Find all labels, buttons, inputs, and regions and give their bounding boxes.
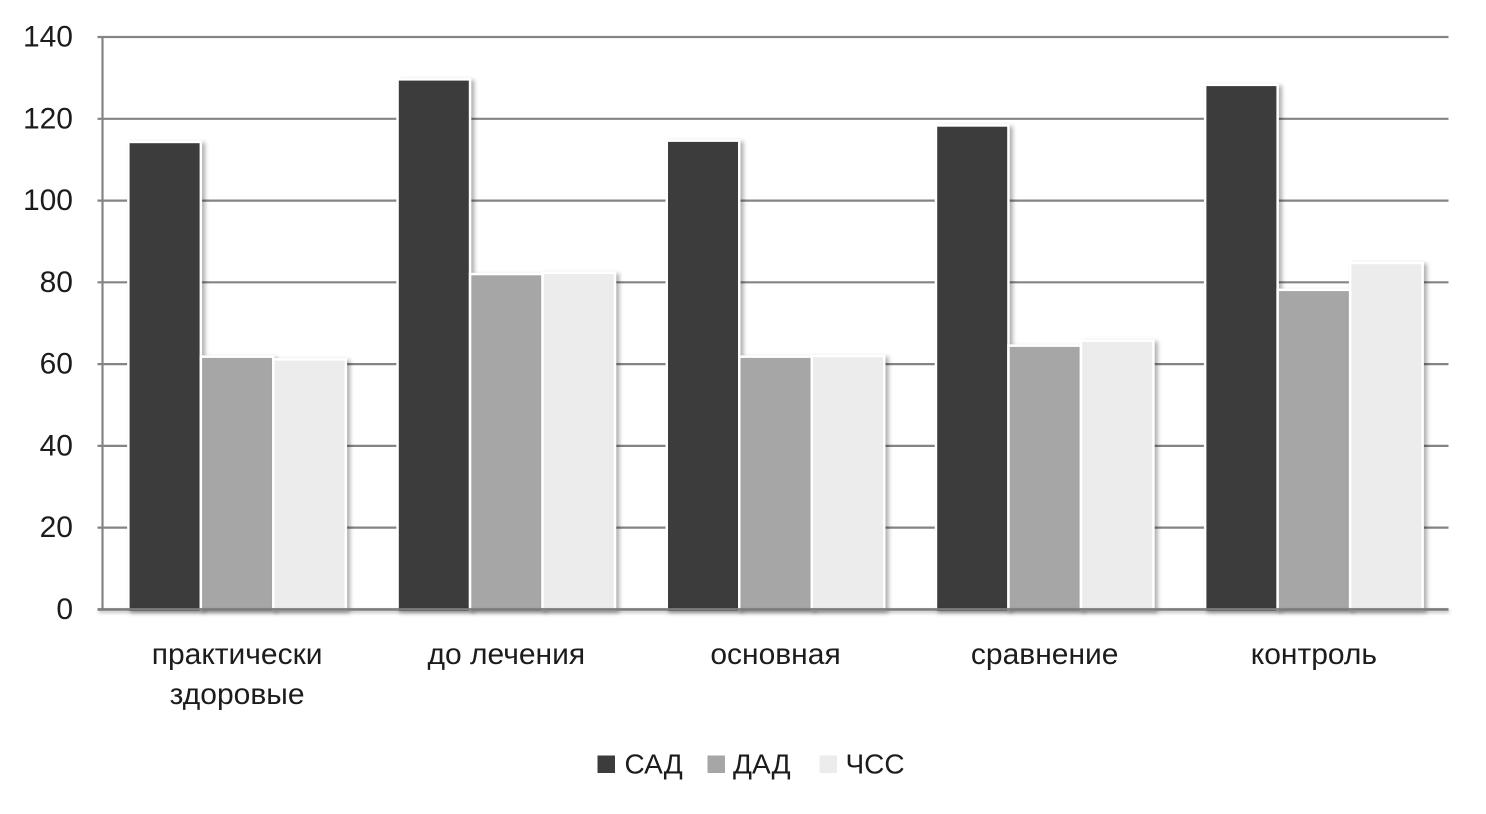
svg-text:основная: основная <box>710 638 840 671</box>
svg-text:20: 20 <box>40 511 73 544</box>
svg-text:0: 0 <box>56 593 73 626</box>
svg-text:80: 80 <box>40 266 73 299</box>
svg-text:100: 100 <box>23 184 73 217</box>
svg-text:60: 60 <box>40 348 73 381</box>
svg-text:ЧСС: ЧСС <box>846 749 905 780</box>
svg-text:140: 140 <box>23 21 73 54</box>
svg-text:до лечения: до лечения <box>427 638 585 671</box>
svg-text:40: 40 <box>40 430 73 463</box>
svg-text:ДАД: ДАД <box>733 749 791 780</box>
svg-text:120: 120 <box>23 102 73 135</box>
svg-text:контроль: контроль <box>1251 638 1377 671</box>
svg-text:сравнение: сравнение <box>971 638 1119 671</box>
svg-text:САД: САД <box>625 749 683 780</box>
